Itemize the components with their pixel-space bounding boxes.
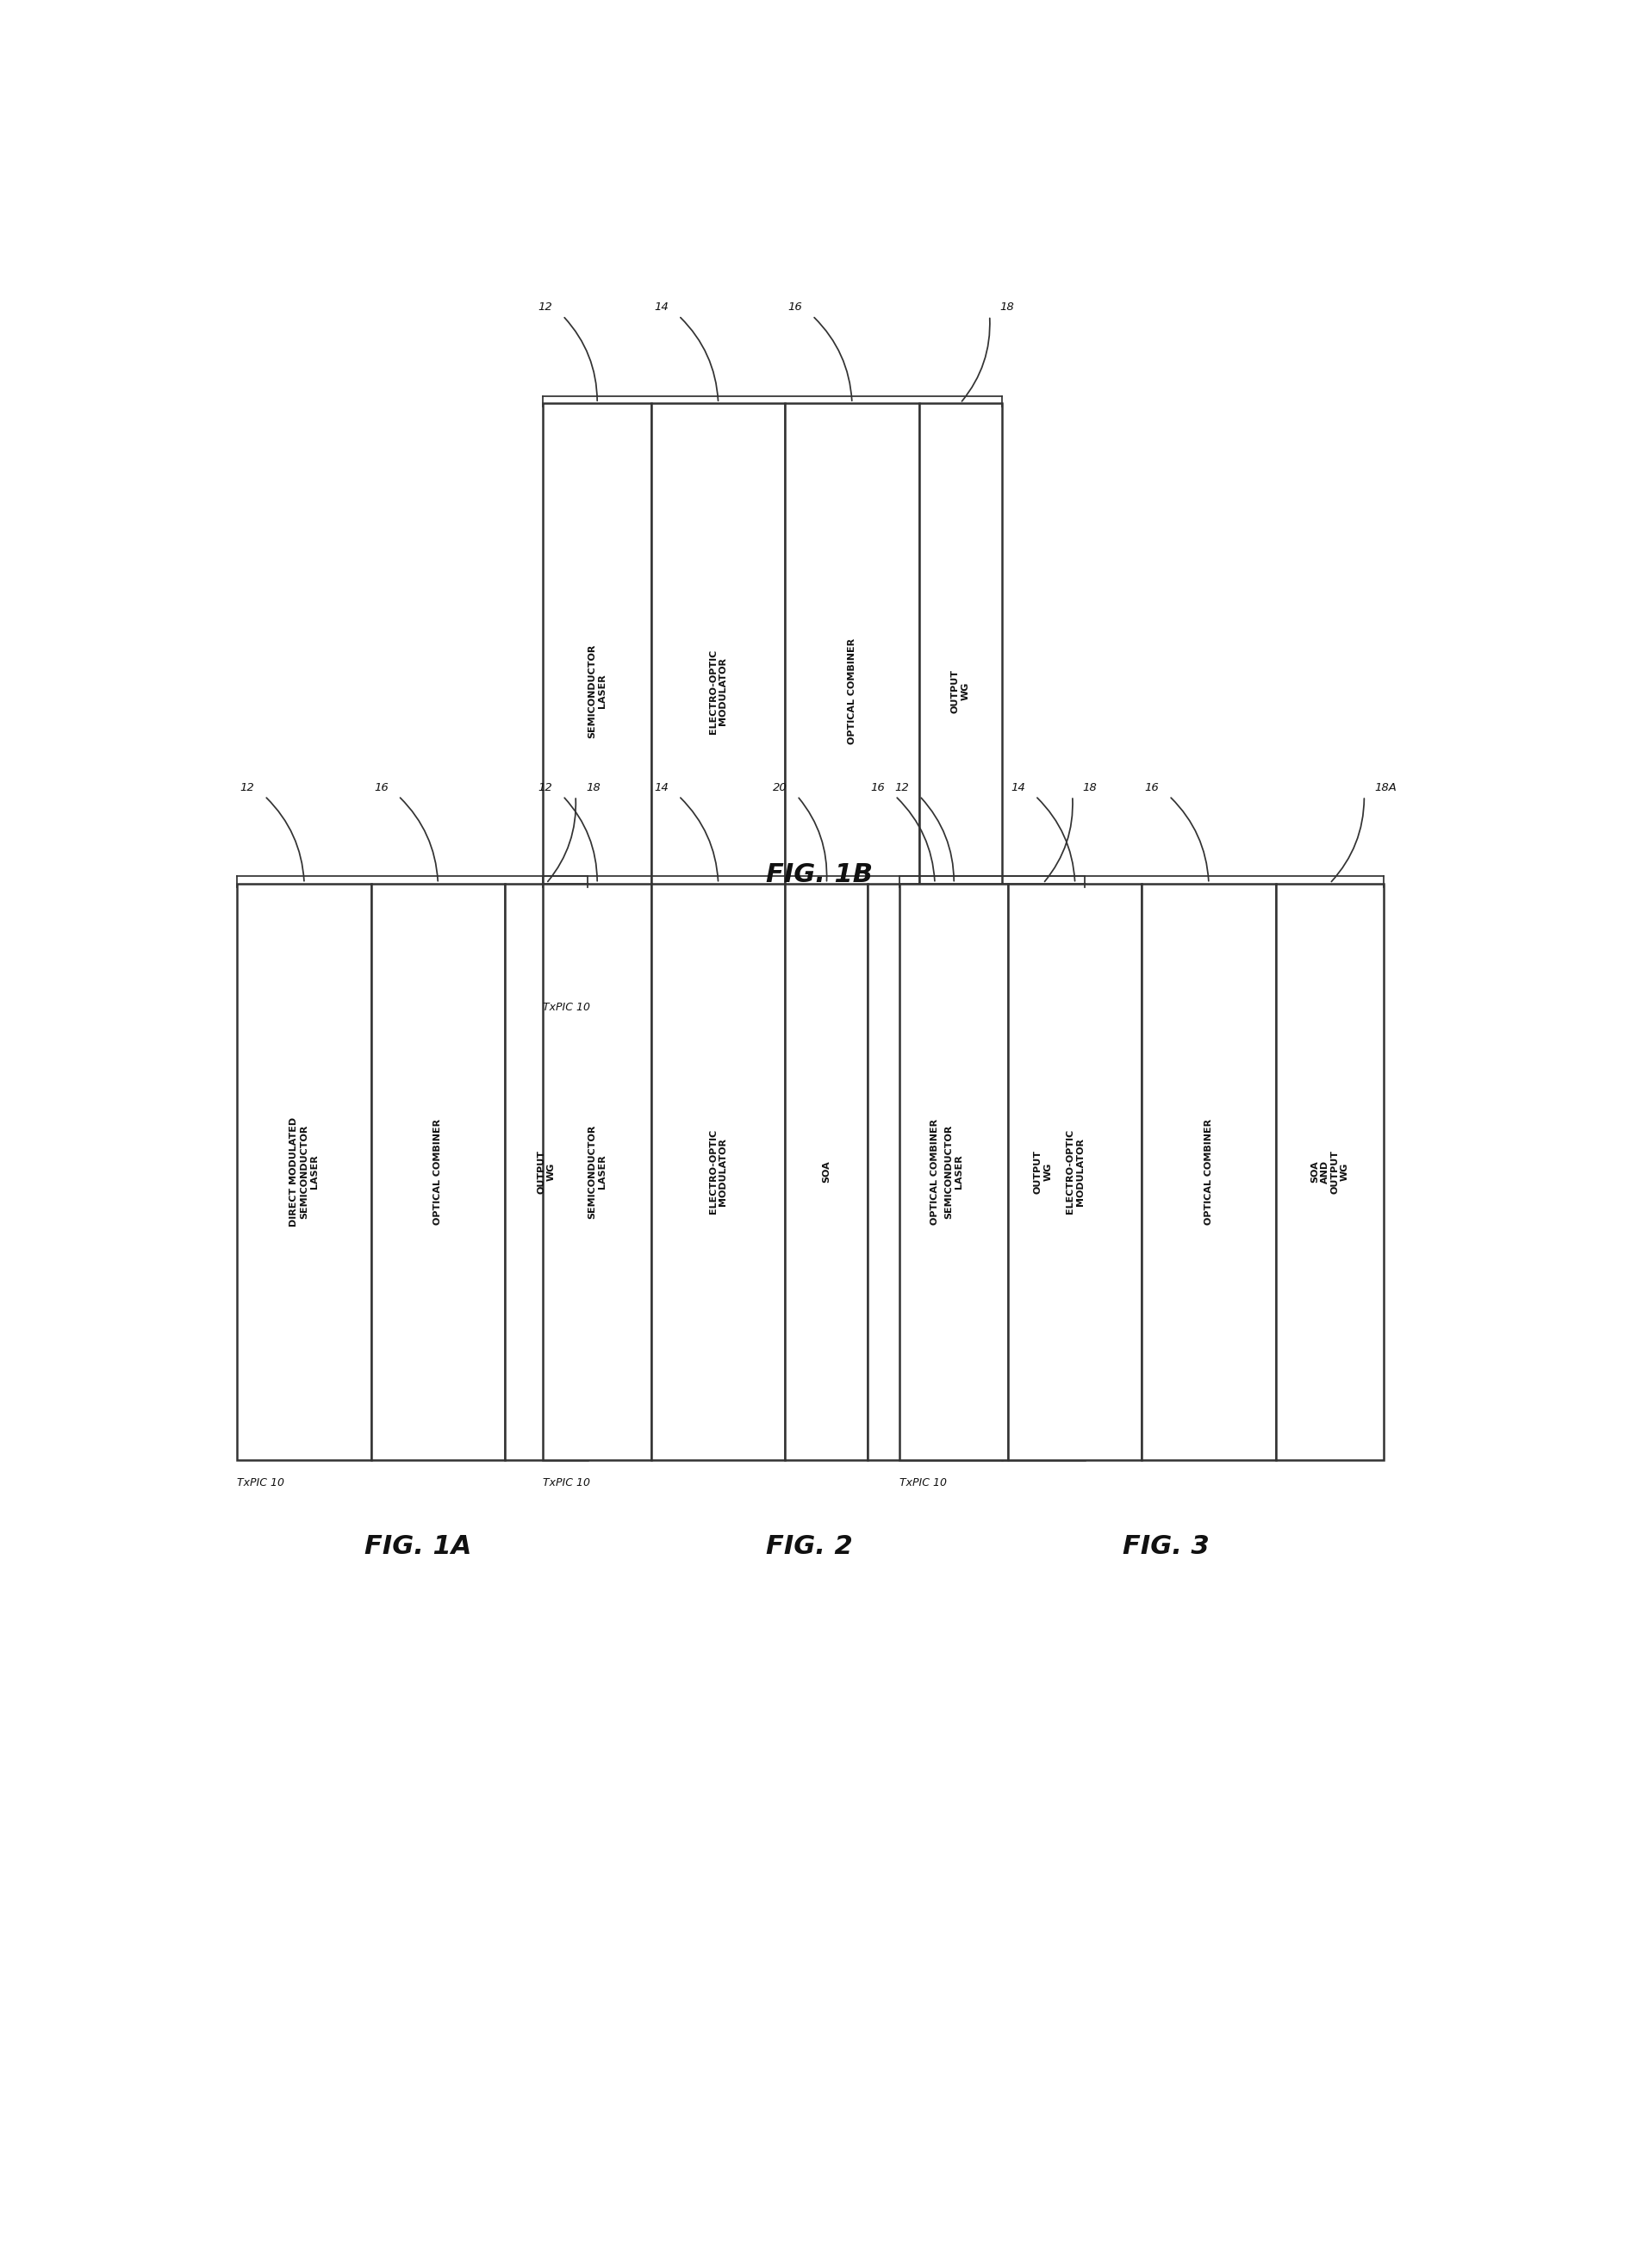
Text: TxPIC 10: TxPIC 10 <box>542 1002 590 1014</box>
Text: 14: 14 <box>654 782 669 794</box>
Text: OUTPUT
WG: OUTPUT WG <box>537 1150 555 1193</box>
Text: 18: 18 <box>585 782 600 794</box>
Text: 18: 18 <box>1083 782 1096 794</box>
Bar <box>1007 882 1142 1461</box>
Text: SEMICONDUCTOR
LASER: SEMICONDUCTOR LASER <box>588 1125 606 1218</box>
Bar <box>651 404 785 980</box>
Bar <box>785 882 868 1461</box>
Bar <box>237 882 371 1461</box>
Text: TxPIC 10: TxPIC 10 <box>542 1476 590 1488</box>
Text: FIG. 3: FIG. 3 <box>1122 1535 1209 1560</box>
Text: OUTPUT
WG: OUTPUT WG <box>951 669 969 712</box>
Text: OPTICAL COMBINER: OPTICAL COMBINER <box>848 637 856 744</box>
Bar <box>1275 882 1383 1461</box>
Text: FIG. 1A: FIG. 1A <box>365 1535 472 1560</box>
Text: 14: 14 <box>1010 782 1025 794</box>
Text: 12: 12 <box>240 782 255 794</box>
Text: DIRECT MODULATED
SEMICONDUCTOR
LASER: DIRECT MODULATED SEMICONDUCTOR LASER <box>289 1116 319 1227</box>
Bar <box>542 404 651 980</box>
Bar <box>371 882 504 1461</box>
Text: OPTICAL COMBINER: OPTICAL COMBINER <box>434 1118 442 1225</box>
Text: FIG. 2: FIG. 2 <box>766 1535 853 1560</box>
Text: FIG. 1B: FIG. 1B <box>766 862 872 887</box>
Text: 14: 14 <box>654 302 669 313</box>
Text: 12: 12 <box>537 782 552 794</box>
Text: 12: 12 <box>537 302 552 313</box>
Text: 16: 16 <box>787 302 802 313</box>
Text: OPTICAL COMBINER: OPTICAL COMBINER <box>930 1118 938 1225</box>
Bar <box>1142 882 1275 1461</box>
Text: ELECTRO-OPTIC
MODULATOR: ELECTRO-OPTIC MODULATOR <box>708 1129 728 1213</box>
Text: 16: 16 <box>1144 782 1158 794</box>
Text: ELECTRO-OPTIC
MODULATOR: ELECTRO-OPTIC MODULATOR <box>708 649 728 733</box>
Text: 18A: 18A <box>1374 782 1397 794</box>
Bar <box>785 404 918 980</box>
Text: SOA
AND
OUTPUT
WG: SOA AND OUTPUT WG <box>1309 1150 1349 1193</box>
Text: SOA: SOA <box>822 1161 830 1182</box>
Bar <box>504 882 588 1461</box>
Text: 18: 18 <box>999 302 1014 313</box>
Text: OPTICAL COMBINER: OPTICAL COMBINER <box>1204 1118 1213 1225</box>
Text: OUTPUT
WG: OUTPUT WG <box>1033 1150 1052 1193</box>
Bar <box>651 882 785 1461</box>
Text: TxPIC 10: TxPIC 10 <box>899 1476 946 1488</box>
Bar <box>918 404 1001 980</box>
Text: 12: 12 <box>894 782 909 794</box>
Text: 16: 16 <box>871 782 884 794</box>
Bar <box>542 882 651 1461</box>
Bar <box>899 882 1007 1461</box>
Text: SEMICONDUCTOR
LASER: SEMICONDUCTOR LASER <box>588 644 606 739</box>
Text: TxPIC 10: TxPIC 10 <box>237 1476 284 1488</box>
Text: 20: 20 <box>772 782 787 794</box>
Text: SEMICONDUCTOR
LASER: SEMICONDUCTOR LASER <box>945 1125 963 1218</box>
Bar <box>868 882 1001 1461</box>
Bar <box>1001 882 1084 1461</box>
Text: ELECTRO-OPTIC
MODULATOR: ELECTRO-OPTIC MODULATOR <box>1065 1129 1084 1213</box>
Text: 16: 16 <box>373 782 388 794</box>
